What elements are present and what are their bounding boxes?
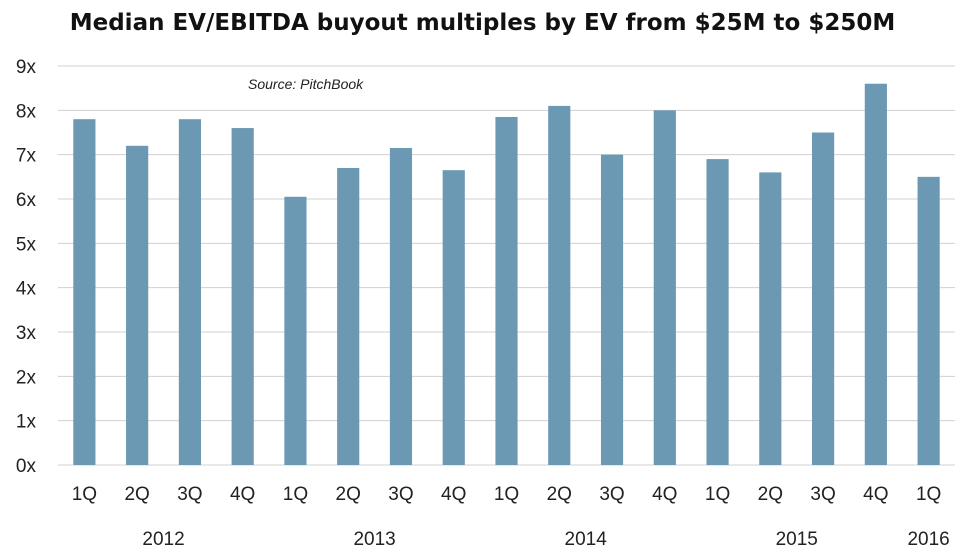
y-axis-ticks: 0x 1x 2x 3x 4x 5x 6x 7x 8x 9x (16, 57, 37, 477)
y-tick-label: 8x (16, 101, 37, 122)
x-tick-label: 4Q (230, 484, 255, 505)
bar-14 (759, 172, 782, 465)
bar-13 (706, 159, 729, 465)
x-tick-label: 4Q (863, 484, 888, 505)
bar-1 (73, 119, 96, 465)
x-tick-label: 2Q (758, 484, 783, 505)
x-tick-label: 4Q (441, 484, 466, 505)
x-tick-label: 1Q (494, 484, 519, 505)
source-annotation: Source: PitchBook (248, 76, 364, 92)
x-tick-label: 3Q (177, 484, 202, 505)
year-label: 2015 (776, 529, 818, 550)
bar-15 (812, 132, 835, 465)
x-tick-label: 1Q (283, 484, 308, 505)
x-axis-ticks: 1Q 2Q 3Q 4Q 1Q 2Q 3Q 4Q 1Q 2Q 3Q 4Q 1Q 2Q 3Q 4Q 1Q (72, 484, 942, 505)
y-tick-label: 0x (16, 456, 37, 477)
x-tick-label: 1Q (72, 484, 97, 505)
year-labels: 2012 2013 2014 2015 2016 (142, 529, 949, 550)
x-tick-label: 1Q (705, 484, 730, 505)
x-tick-label: 4Q (652, 484, 677, 505)
bar-8 (442, 170, 465, 465)
bar-5 (284, 196, 307, 466)
bar-9 (495, 116, 518, 465)
x-tick-label: 1Q (916, 484, 941, 505)
bar-10 (548, 105, 571, 466)
x-tick-label: 3Q (388, 484, 413, 505)
bar-17 (917, 176, 940, 466)
x-tick-label: 2Q (547, 484, 572, 505)
y-tick-label: 1x (16, 412, 37, 433)
bars (73, 83, 940, 466)
bar-6 (337, 167, 360, 465)
y-tick-label: 4x (16, 279, 37, 300)
y-tick-label: 5x (16, 234, 37, 255)
bar-7 (389, 148, 413, 465)
bar-4 (231, 128, 254, 466)
year-label: 2012 (142, 529, 184, 550)
y-tick-label: 2x (16, 367, 37, 388)
x-tick-label: 2Q (124, 484, 149, 505)
y-tick-label: 6x (16, 190, 37, 211)
x-tick-label: 3Q (810, 484, 835, 505)
x-tick-label: 3Q (599, 484, 624, 505)
y-tick-label: 3x (16, 323, 37, 344)
year-label: 2013 (353, 529, 395, 550)
year-label: 2014 (565, 529, 608, 550)
bar-3 (178, 119, 201, 465)
bar-12 (653, 110, 676, 465)
y-tick-label: 7x (16, 146, 37, 167)
bar-2 (126, 145, 149, 466)
chart-title: Median EV/EBITDA buyout multiples by EV … (69, 10, 896, 36)
y-tick-label: 9x (16, 57, 37, 78)
year-label: 2016 (907, 529, 949, 550)
bar-16 (864, 83, 887, 465)
bar-11 (600, 154, 624, 465)
x-tick-label: 2Q (336, 484, 361, 505)
